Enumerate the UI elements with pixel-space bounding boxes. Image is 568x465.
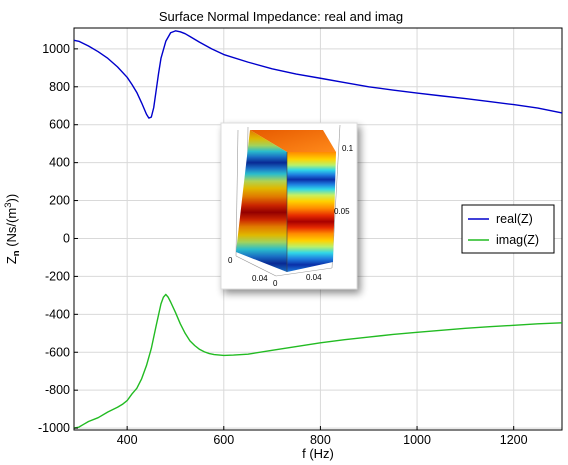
legend: real(Z) imag(Z): [461, 204, 555, 254]
inset-tick-label: 0.05: [334, 207, 350, 216]
series-line-real: [73, 30, 563, 119]
inset-box-left-face-shade: [236, 130, 287, 272]
inset-tick-label: 0.04: [252, 274, 268, 283]
y-tick-label: -800: [45, 383, 70, 397]
y-axis-ticks: -1000 -800 -600 -400 -200 0 200 400 600 800 1000: [38, 42, 78, 435]
series-layer: [73, 30, 563, 429]
inset-box-top-face: [250, 130, 336, 152]
x-tick-label: 1200: [500, 433, 528, 447]
y-tick-label: 0: [63, 231, 70, 245]
y-axis-title-close: )): [4, 194, 19, 203]
inset-tick-label: 0: [273, 279, 278, 288]
inset-tick-label: 0.04: [306, 273, 322, 282]
y-tick-label: -200: [45, 269, 70, 283]
inset-tick-label: 0: [228, 256, 233, 265]
inset-box-front-face: [287, 152, 336, 272]
inset-box-left-face: [236, 130, 287, 272]
x-tick-label: 800: [310, 433, 331, 447]
y-axis-title-main: Z: [4, 256, 19, 264]
y-tick-label: -600: [45, 345, 70, 359]
x-axis-ticks: 400 600 800 1000 1200: [117, 426, 528, 447]
legend-label-real: real(Z): [496, 212, 533, 226]
plot-area-frame: [73, 27, 563, 431]
inset-tick-label: 0.1: [342, 144, 354, 153]
inset-axis-line: [235, 129, 239, 257]
x-tick-label: 400: [117, 433, 138, 447]
series-line-imag: [73, 293, 563, 429]
y-tick-label: 1000: [42, 42, 70, 56]
chart-title: Surface Normal Impedance: real and imag: [159, 9, 403, 24]
y-tick-label: 800: [49, 80, 70, 94]
x-tick-label: 1000: [403, 433, 431, 447]
y-tick-label: 400: [49, 156, 70, 170]
legend-box: [461, 204, 555, 254]
y-axis-title: Zn (Ns/(m3)): [3, 194, 22, 264]
y-axis-title-subscript: n: [11, 250, 22, 256]
inset-axis-line: [235, 255, 277, 277]
y-tick-label: 600: [49, 118, 70, 132]
inset-3d-plot: 0.1 0.05 0 0.04 0 0.04: [220, 122, 358, 290]
y-axis-title-superscript: 3: [3, 203, 14, 208]
inset-axis-line: [275, 267, 333, 277]
y-tick-label: -1000: [38, 421, 70, 435]
y-tick-label: 200: [49, 194, 70, 208]
x-axis-title: f (Hz): [302, 446, 334, 461]
y-tick-label: -400: [45, 307, 70, 321]
y-axis-title-rest: (Ns/(m: [4, 208, 19, 251]
x-tick-label: 600: [213, 433, 234, 447]
legend-label-imag: imag(Z): [496, 233, 539, 247]
